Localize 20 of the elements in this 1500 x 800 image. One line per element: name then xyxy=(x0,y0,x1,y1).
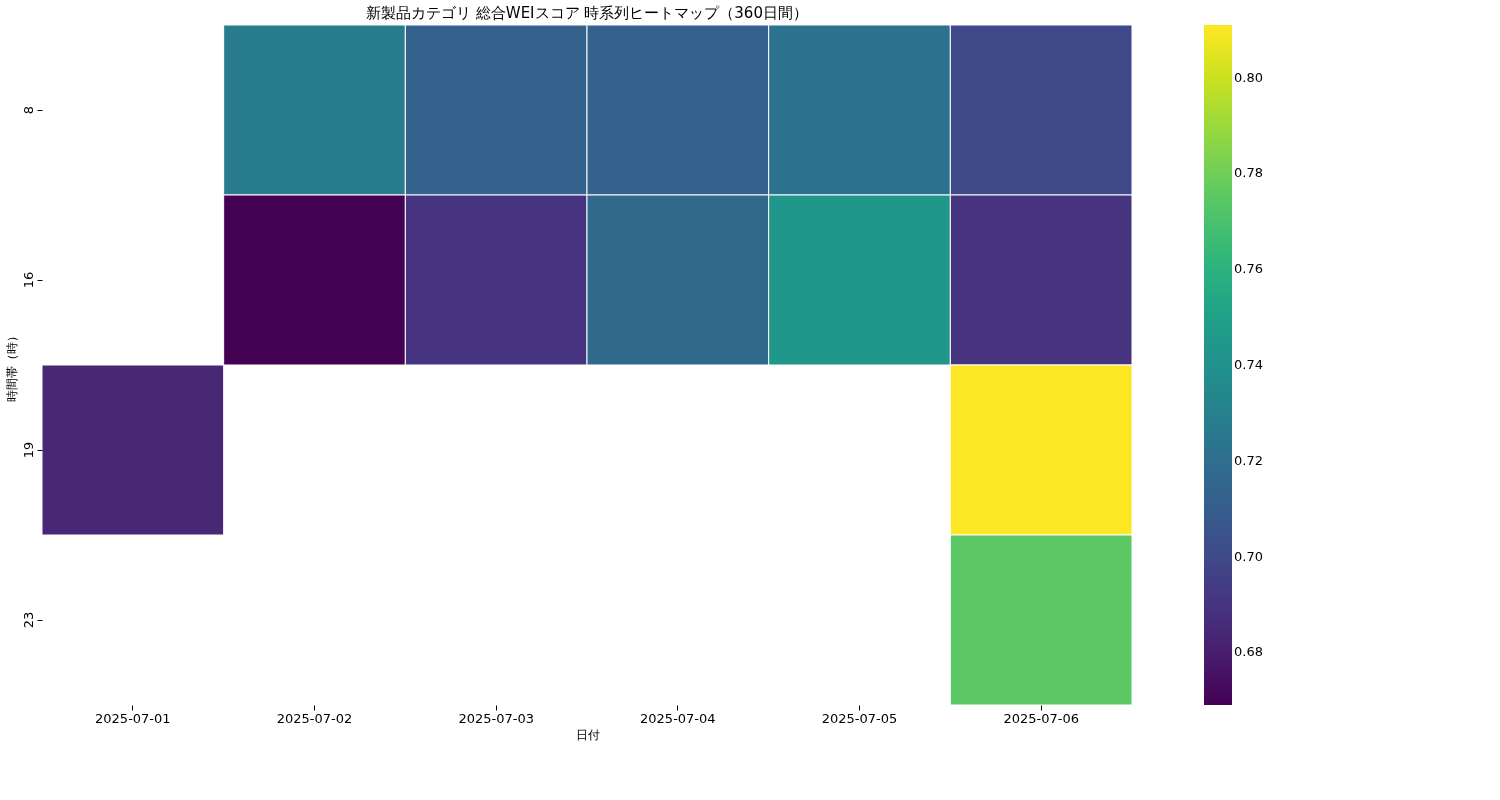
x-tick-label: 2025-07-06 xyxy=(1003,710,1079,726)
y-tick-label: 16 xyxy=(20,271,36,289)
x-tick-label: 2025-07-03 xyxy=(458,710,534,726)
color-bar-label: 0.72 xyxy=(1234,452,1263,468)
y-axis-title: 時間帯（時） xyxy=(4,329,19,402)
color-bar-label: 0.78 xyxy=(1234,165,1263,181)
x-tick-label: 2025-07-01 xyxy=(95,710,171,726)
y-tick-label: 23 xyxy=(20,611,36,629)
color-bar-label: 0.80 xyxy=(1234,69,1263,85)
color-bar-label: 0.76 xyxy=(1234,261,1263,277)
x-axis-title: 日付 xyxy=(575,727,600,742)
y-tick-label: 8 xyxy=(20,105,36,115)
chart-title: 新製品カテゴリ 総合WEIスコア 時系列ヒートマップ（360日間） xyxy=(366,3,808,22)
color-bar-label: 0.74 xyxy=(1234,357,1263,372)
x-tick-label: 2025-07-02 xyxy=(276,710,353,726)
x-tick-label: 2025-07-04 xyxy=(640,710,716,726)
color-bar-label: 0.68 xyxy=(1234,644,1263,660)
x-tick-label: 2025-07-05 xyxy=(821,710,898,726)
color-bar-label: 0.70 xyxy=(1234,548,1263,564)
y-tick-label: 19 xyxy=(20,441,36,459)
